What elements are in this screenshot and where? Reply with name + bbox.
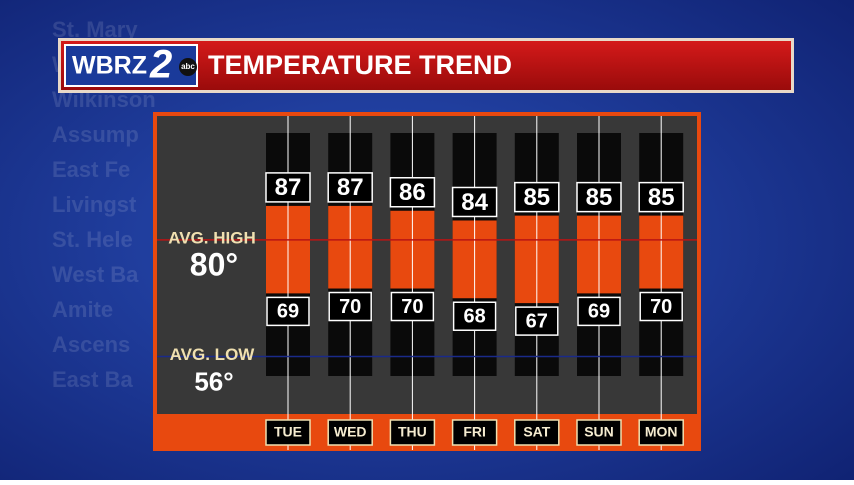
day-label: MON bbox=[645, 424, 678, 440]
avg-high-title: AVG. HIGH bbox=[168, 228, 256, 247]
high-box bbox=[265, 172, 311, 203]
logo-network-circle bbox=[179, 58, 197, 76]
low-label: 68 bbox=[463, 306, 485, 328]
low-label: 70 bbox=[401, 296, 423, 318]
avg-low-title: AVG. LOW bbox=[170, 345, 256, 364]
high-box bbox=[451, 186, 498, 218]
logo-bg bbox=[66, 46, 196, 85]
day-label: SUN bbox=[584, 424, 614, 440]
background-label: Amite bbox=[52, 297, 113, 322]
background-label: Assump bbox=[52, 122, 139, 147]
high-box bbox=[327, 172, 373, 203]
background-label: West Ba bbox=[52, 262, 139, 287]
low-label: 69 bbox=[277, 301, 299, 323]
low-label: 70 bbox=[650, 296, 672, 318]
logo-channel: 2 bbox=[149, 43, 172, 87]
low-box bbox=[452, 301, 497, 331]
logo-network: abc bbox=[181, 62, 195, 71]
day-box bbox=[451, 419, 498, 446]
low-label: 70 bbox=[339, 296, 361, 318]
high-label: 85 bbox=[586, 184, 613, 211]
high-box bbox=[389, 177, 436, 208]
day-box bbox=[576, 419, 622, 446]
low-box bbox=[577, 296, 621, 327]
high-box bbox=[514, 181, 560, 213]
day-label: TUE bbox=[274, 424, 302, 440]
chart-title: TEMPERATURE TREND bbox=[208, 50, 512, 80]
day-box bbox=[514, 419, 560, 446]
background-label: East Ba bbox=[52, 367, 133, 392]
low-label: 67 bbox=[526, 310, 548, 332]
day-box bbox=[638, 419, 684, 446]
day-label: WED bbox=[334, 424, 367, 440]
high-label: 85 bbox=[523, 184, 550, 211]
low-label: 69 bbox=[588, 301, 610, 323]
high-box bbox=[638, 181, 684, 213]
high-label: 86 bbox=[399, 179, 426, 206]
background-label: East Fe bbox=[52, 157, 130, 182]
low-box bbox=[639, 291, 683, 322]
background-label: Livingst bbox=[52, 192, 137, 217]
background-label: St. Hele bbox=[52, 227, 133, 252]
logo-station: WBRZ bbox=[72, 52, 147, 80]
high-label: 85 bbox=[648, 184, 675, 211]
avg-high-value: 80° bbox=[190, 246, 238, 282]
low-box bbox=[390, 291, 435, 322]
background-label: Ascens bbox=[52, 332, 130, 357]
day-label: THU bbox=[398, 424, 427, 440]
high-label: 87 bbox=[337, 174, 364, 201]
low-box bbox=[328, 291, 372, 322]
day-box bbox=[389, 419, 436, 446]
high-box bbox=[576, 181, 622, 213]
high-label: 84 bbox=[461, 189, 488, 216]
avg-low-value: 56° bbox=[194, 366, 233, 396]
day-label: FRI bbox=[463, 424, 486, 440]
low-box bbox=[266, 296, 310, 327]
day-box bbox=[327, 419, 373, 446]
high-label: 87 bbox=[275, 174, 302, 201]
background-label: St. Mary bbox=[52, 17, 138, 42]
day-label: SAT bbox=[523, 424, 550, 440]
day-box bbox=[265, 419, 311, 446]
low-box bbox=[515, 306, 559, 336]
